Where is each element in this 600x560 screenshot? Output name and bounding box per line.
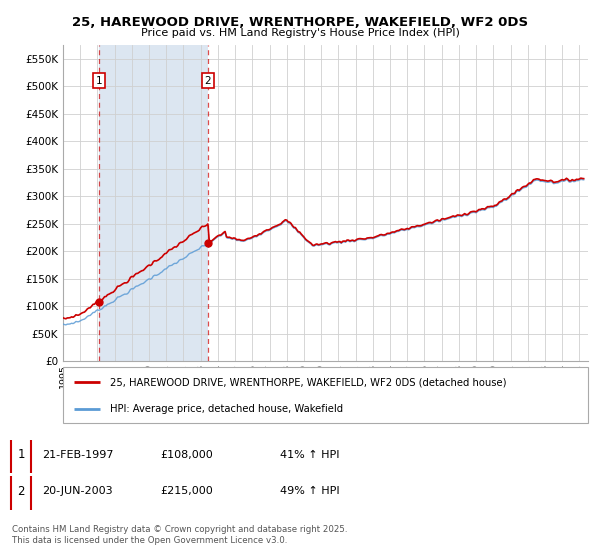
Text: Contains HM Land Registry data © Crown copyright and database right 2025.
This d: Contains HM Land Registry data © Crown c… xyxy=(12,525,347,545)
Text: 25, HAREWOOD DRIVE, WRENTHORPE, WAKEFIELD, WF2 0DS (detached house): 25, HAREWOOD DRIVE, WRENTHORPE, WAKEFIEL… xyxy=(110,377,507,388)
Text: 25, HAREWOOD DRIVE, WRENTHORPE, WAKEFIELD, WF2 0DS: 25, HAREWOOD DRIVE, WRENTHORPE, WAKEFIEL… xyxy=(72,16,528,29)
Text: £108,000: £108,000 xyxy=(160,450,213,460)
Text: 2: 2 xyxy=(205,76,211,86)
Bar xyxy=(99,45,208,361)
Text: Price paid vs. HM Land Registry's House Price Index (HPI): Price paid vs. HM Land Registry's House … xyxy=(140,28,460,38)
Text: 21-FEB-1997: 21-FEB-1997 xyxy=(42,450,113,460)
Text: 49% ↑ HPI: 49% ↑ HPI xyxy=(280,486,340,496)
Text: 1: 1 xyxy=(95,76,102,86)
FancyBboxPatch shape xyxy=(11,411,31,502)
Text: HPI: Average price, detached house, Wakefield: HPI: Average price, detached house, Wake… xyxy=(110,404,343,414)
Text: 20-JUN-2003: 20-JUN-2003 xyxy=(42,486,113,496)
FancyBboxPatch shape xyxy=(11,447,31,538)
Text: 2: 2 xyxy=(17,484,25,498)
Text: 1: 1 xyxy=(17,448,25,461)
Text: £215,000: £215,000 xyxy=(160,486,213,496)
Text: 41% ↑ HPI: 41% ↑ HPI xyxy=(280,450,340,460)
